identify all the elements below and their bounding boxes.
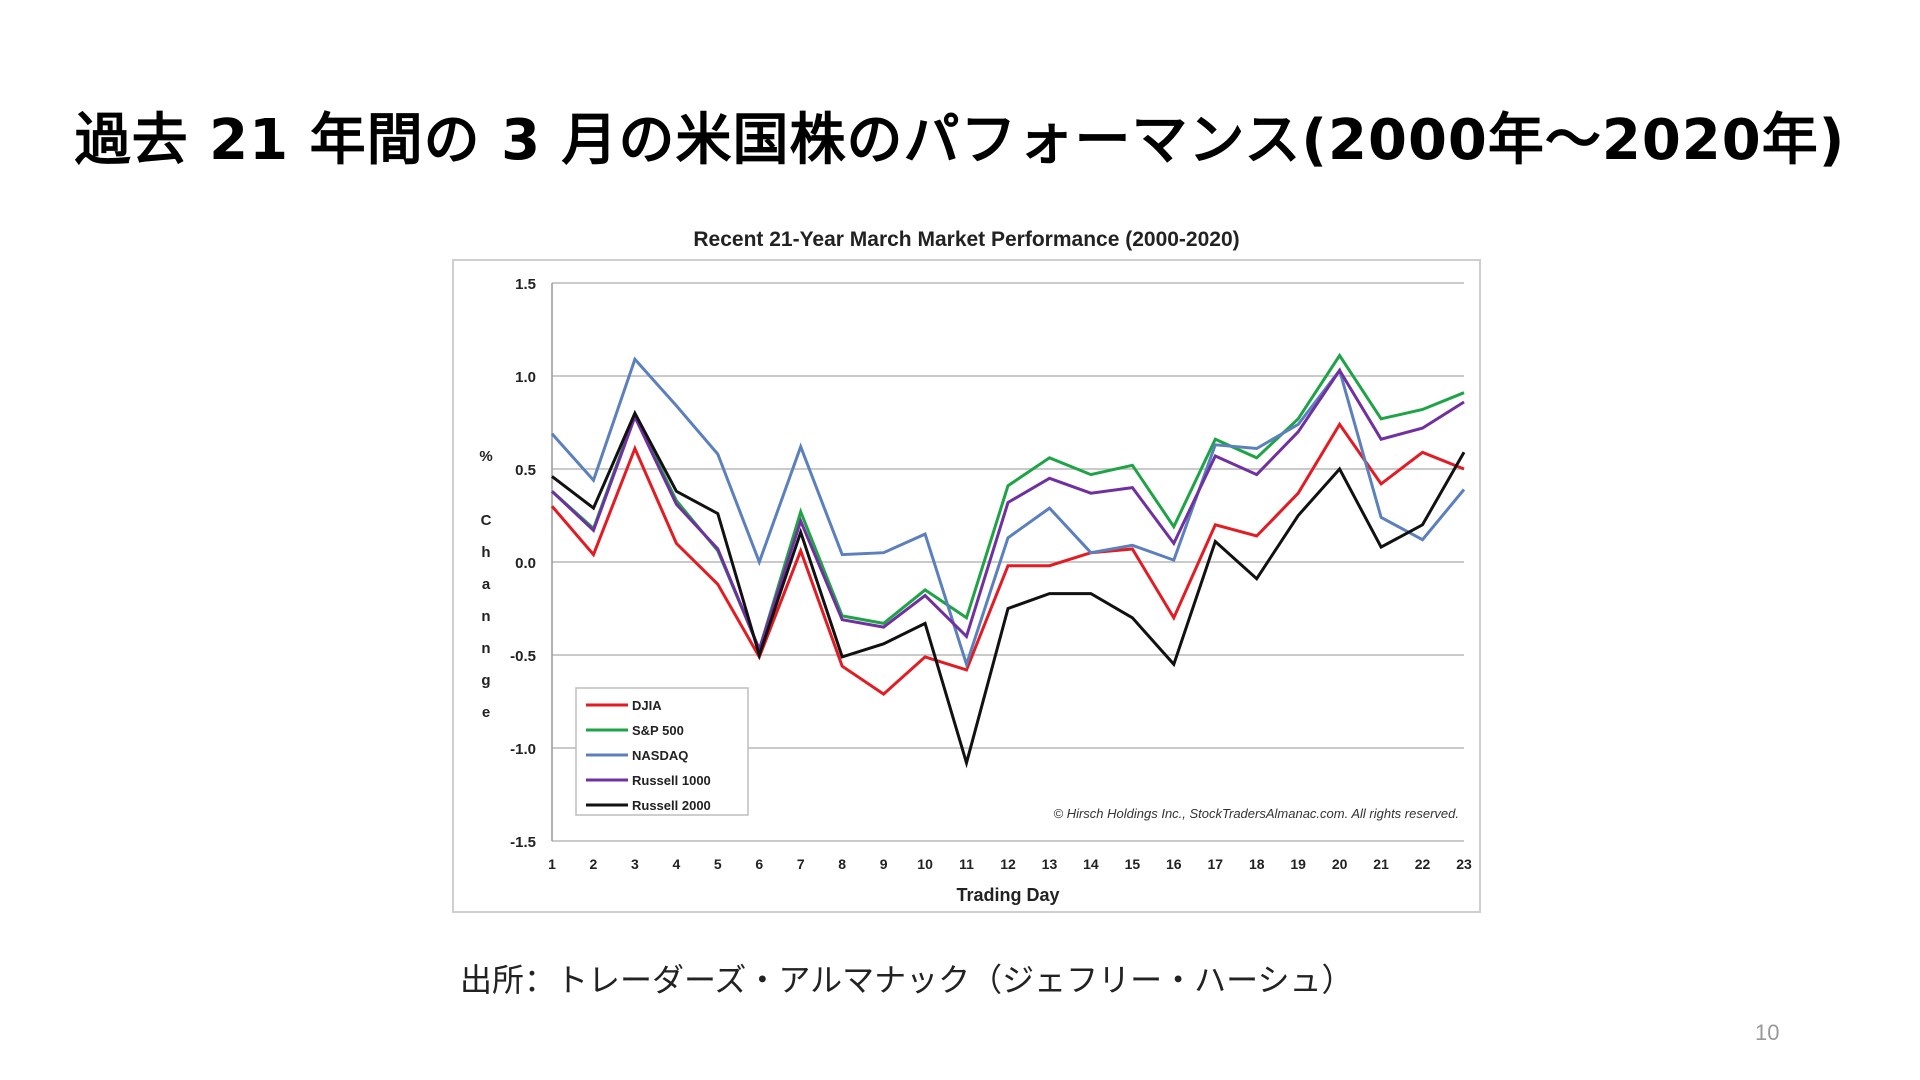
x-tick-label: 17 — [1207, 856, 1223, 872]
legend-label: Russell 2000 — [632, 798, 711, 813]
y-axis-label-letter: g — [481, 672, 490, 689]
axis-layer: 1.51.00.50.0-0.5-1.0-1.51 2 3 4 5 6 7 8 9 10 11 12 1… — [479, 276, 1472, 872]
y-tick-label: 0.5 — [515, 462, 536, 479]
x-tick-label: 5 — [714, 856, 722, 872]
copyright-text: © Hirsch Holdings Inc., StockTradersAlma… — [1054, 806, 1460, 821]
y-axis-label-letter: a — [482, 576, 491, 593]
y-tick-label: -0.5 — [510, 648, 536, 665]
line-chart: 1.51.00.50.0-0.5-1.0-1.51 2 3 4 5 6 7 8 9 10 11 12 1… — [479, 276, 1472, 905]
series-line-russell-2000 — [551, 409, 1466, 769]
x-tick-label: 22 — [1415, 856, 1431, 872]
legend-label: DJIA — [632, 698, 662, 713]
y-tick-label: -1.0 — [510, 741, 536, 758]
y-axis-label-letter: e — [482, 704, 490, 721]
x-tick-label: 1 — [548, 856, 556, 872]
y-axis-label-letter: n — [481, 640, 490, 657]
source-caption: 出所：トレーダーズ・アルマナック（ジェフリー・ハーシュ） — [460, 961, 1354, 999]
x-tick-label: 19 — [1290, 856, 1306, 872]
x-tick-label: 8 — [838, 856, 846, 872]
y-tick-label: 1.0 — [515, 369, 536, 386]
x-tick-label: 15 — [1125, 856, 1141, 872]
series-layer — [550, 352, 1466, 769]
y-axis-label-letter: C — [481, 512, 492, 529]
legend-label: Russell 1000 — [632, 773, 711, 788]
x-tick-label: 13 — [1042, 856, 1058, 872]
y-tick-label: 1.5 — [515, 276, 536, 293]
legend-box — [575, 687, 749, 816]
series-line-russell-1000 — [550, 367, 1465, 654]
x-tick-label: 2 — [590, 856, 598, 872]
x-tick-label: 18 — [1249, 856, 1265, 872]
x-tick-label: 14 — [1083, 856, 1099, 872]
x-tick-label: 6 — [755, 856, 763, 872]
x-tick-label: 20 — [1332, 856, 1348, 872]
x-tick-label: 16 — [1166, 856, 1182, 872]
y-axis-label-percent: % — [479, 448, 492, 465]
y-tick-label: -1.5 — [510, 834, 536, 851]
x-tick-label: 9 — [880, 856, 888, 872]
x-axis-label: Trading Day — [956, 885, 1059, 905]
chart-title: Recent 21-Year March Market Performance … — [693, 228, 1240, 251]
y-tick-label: 0.0 — [515, 555, 536, 572]
legend-label: NASDAQ — [632, 748, 688, 763]
x-tick-label: 3 — [631, 856, 639, 872]
slide-title: 過去 21 年間の 3 月の米国株のパフォーマンス(2000年～2020年) — [74, 108, 1846, 173]
x-tick-label: 7 — [797, 856, 805, 872]
page-number: 10 — [1755, 1020, 1780, 1045]
y-axis-label-letter: h — [481, 544, 490, 561]
y-axis-label-letter: n — [481, 608, 490, 625]
x-tick-label: 21 — [1373, 856, 1389, 872]
x-tick-label: 11 — [959, 856, 974, 872]
x-tick-label: 23 — [1456, 856, 1472, 872]
series-line-nasdaq — [550, 356, 1466, 670]
legend-layer: DJIA S&P 500 NASDAQ Russell 1000 Russell 200… — [575, 687, 749, 816]
x-tick-label: 10 — [917, 856, 933, 872]
x-tick-label: 12 — [1000, 856, 1016, 872]
legend-label: S&P 500 — [632, 723, 684, 738]
chart-frame: 1.5 1.0 0.5 0.0 -0.5 -1.0 -1.5 1 2 3 4 5 6 7 8 9 10 11 12 1… — [452, 259, 1481, 913]
x-tick-label: 4 — [672, 856, 680, 872]
series-line-djia — [550, 421, 1465, 696]
